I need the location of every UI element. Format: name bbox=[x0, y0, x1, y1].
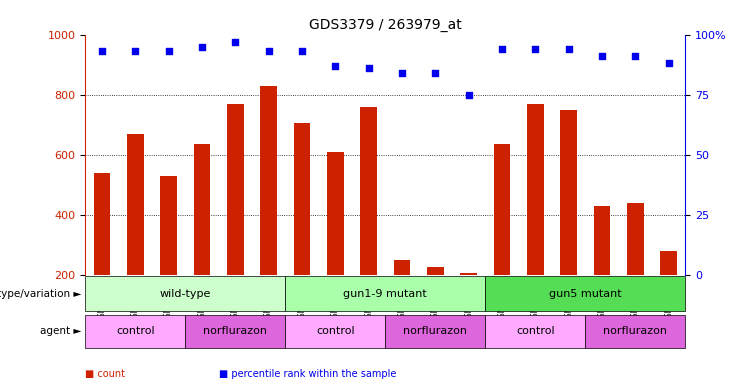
Text: ■ count: ■ count bbox=[85, 369, 125, 379]
Point bbox=[529, 46, 541, 52]
Title: GDS3379 / 263979_at: GDS3379 / 263979_at bbox=[309, 18, 462, 32]
Bar bbox=[93, 172, 110, 334]
Bar bbox=[427, 267, 444, 334]
Bar bbox=[160, 175, 177, 334]
Bar bbox=[285, 315, 385, 348]
Text: ■ percentile rank within the sample: ■ percentile rank within the sample bbox=[219, 369, 396, 379]
Point bbox=[596, 53, 608, 59]
Point bbox=[130, 48, 142, 55]
Point bbox=[229, 39, 241, 45]
Point bbox=[262, 48, 274, 55]
Point bbox=[362, 65, 374, 71]
Point bbox=[663, 60, 675, 66]
Bar bbox=[360, 107, 377, 334]
Point bbox=[162, 48, 175, 55]
Bar bbox=[385, 315, 485, 348]
Bar bbox=[393, 260, 411, 334]
Bar bbox=[293, 123, 310, 334]
Bar bbox=[585, 315, 685, 348]
Point bbox=[563, 46, 575, 52]
Point bbox=[396, 70, 408, 76]
Bar bbox=[85, 315, 185, 348]
Point bbox=[429, 70, 441, 76]
Bar bbox=[327, 152, 344, 334]
Text: genotype/variation ►: genotype/variation ► bbox=[0, 289, 82, 299]
Bar bbox=[494, 144, 511, 334]
Text: norflurazon: norflurazon bbox=[403, 326, 468, 336]
Bar bbox=[485, 315, 585, 348]
Point bbox=[496, 46, 508, 52]
Point bbox=[462, 91, 474, 98]
Text: norflurazon: norflurazon bbox=[203, 326, 268, 336]
Bar bbox=[627, 203, 644, 334]
Bar bbox=[560, 109, 577, 334]
Bar bbox=[527, 104, 544, 334]
Bar bbox=[127, 134, 144, 334]
Text: norflurazon: norflurazon bbox=[603, 326, 668, 336]
Text: control: control bbox=[516, 326, 555, 336]
Text: gun1-9 mutant: gun1-9 mutant bbox=[343, 289, 428, 299]
Point bbox=[96, 48, 108, 55]
Text: agent ►: agent ► bbox=[40, 326, 82, 336]
Bar bbox=[185, 315, 285, 348]
Point bbox=[630, 53, 642, 59]
Bar bbox=[260, 86, 277, 334]
Text: control: control bbox=[116, 326, 155, 336]
Text: gun5 mutant: gun5 mutant bbox=[549, 289, 622, 299]
Bar bbox=[594, 205, 611, 334]
Bar bbox=[460, 273, 477, 334]
Bar bbox=[227, 104, 244, 334]
Point bbox=[196, 43, 207, 50]
Text: control: control bbox=[316, 326, 355, 336]
Bar bbox=[193, 144, 210, 334]
Bar bbox=[485, 276, 685, 311]
Bar bbox=[285, 276, 485, 311]
Point bbox=[329, 63, 341, 69]
Text: wild-type: wild-type bbox=[159, 289, 211, 299]
Point bbox=[296, 48, 308, 55]
Bar bbox=[85, 276, 285, 311]
Bar bbox=[660, 251, 677, 334]
